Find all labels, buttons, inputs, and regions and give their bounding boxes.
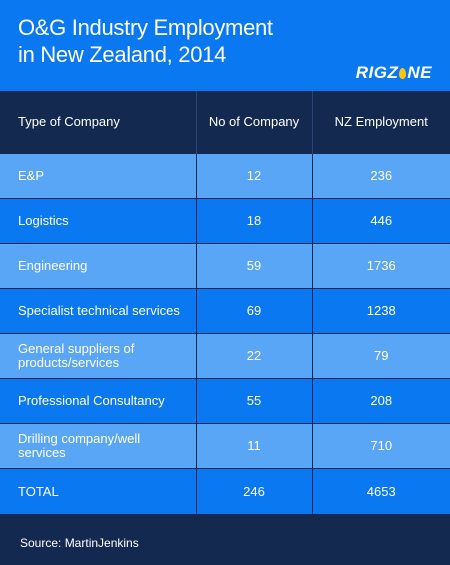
- cell-employment: 236: [312, 152, 450, 199]
- cell-company-type: TOTAL: [0, 468, 197, 514]
- cell-company-type: Drilling company/well services: [0, 423, 197, 469]
- cell-company-type: E&P: [0, 152, 197, 199]
- table-row: Drilling company/well services 11 710: [0, 423, 450, 469]
- table-row: General suppliers of products/services 22…: [0, 332, 450, 379]
- cell-employment: 710: [312, 423, 450, 469]
- column-header: No of Company: [196, 91, 313, 153]
- table-row: Logistics 18 446: [0, 197, 450, 244]
- cell-company-count: 59: [196, 242, 313, 289]
- table-row: E&P 12 236: [0, 152, 450, 199]
- cell-employment: 446: [312, 197, 450, 244]
- table-row: Engineering 59 1736: [0, 242, 450, 289]
- table-row: Professional Consultancy 55 208: [0, 378, 450, 424]
- cell-employment: 1736: [312, 242, 450, 289]
- cell-employment: 4653: [312, 468, 450, 514]
- logo-text-left: RIGZ: [355, 63, 399, 82]
- cell-company-type: Engineering: [0, 242, 197, 289]
- footer: Source: MartinJenkins: [0, 514, 450, 565]
- table-row: Specialist technical services 69 1238: [0, 287, 450, 334]
- rigzone-logo: RIGZ NE: [356, 64, 432, 82]
- title-line-2: in New Zealand, 2014: [18, 42, 227, 67]
- table-body: E&P 12 236 Logistics 18 446 Engineering 59 1736 S…: [0, 152, 450, 514]
- cell-company-count: 246: [196, 468, 313, 514]
- cell-company-count: 11: [196, 423, 313, 469]
- table-row: TOTAL 246 4653: [0, 468, 450, 514]
- cell-company-type: Professional Consultancy: [0, 378, 197, 424]
- cell-company-count: 18: [196, 197, 313, 244]
- oil-drop-icon: [399, 67, 407, 79]
- title-line-1: O&G Industry Employment: [18, 15, 273, 40]
- cell-company-type: Specialist technical services: [0, 287, 197, 334]
- cell-company-count: 55: [196, 378, 313, 424]
- source-note: Source: MartinJenkins: [20, 536, 139, 550]
- cell-company-count: 69: [196, 287, 313, 334]
- cell-employment: 79: [312, 332, 450, 379]
- employment-table: Type of Company No of Company NZ Employm…: [0, 91, 450, 514]
- logo-text-right: NE: [407, 63, 432, 82]
- cell-company-type: General suppliers of products/services: [0, 332, 197, 379]
- chart-title: O&G Industry Employment in New Zealand, …: [18, 14, 338, 68]
- cell-employment: 1238: [312, 287, 450, 334]
- column-header: NZ Employment: [334, 114, 428, 130]
- cell-employment: 208: [312, 378, 450, 424]
- cell-company-type: Logistics: [0, 197, 197, 244]
- cell-company-count: 12: [196, 152, 313, 199]
- cell-company-count: 22: [196, 332, 313, 379]
- column-header: Type of Company: [0, 91, 197, 153]
- table-header-row: Type of Company No of Company NZ Employm…: [0, 91, 450, 153]
- header: O&G Industry Employment in New Zealand, …: [0, 0, 450, 91]
